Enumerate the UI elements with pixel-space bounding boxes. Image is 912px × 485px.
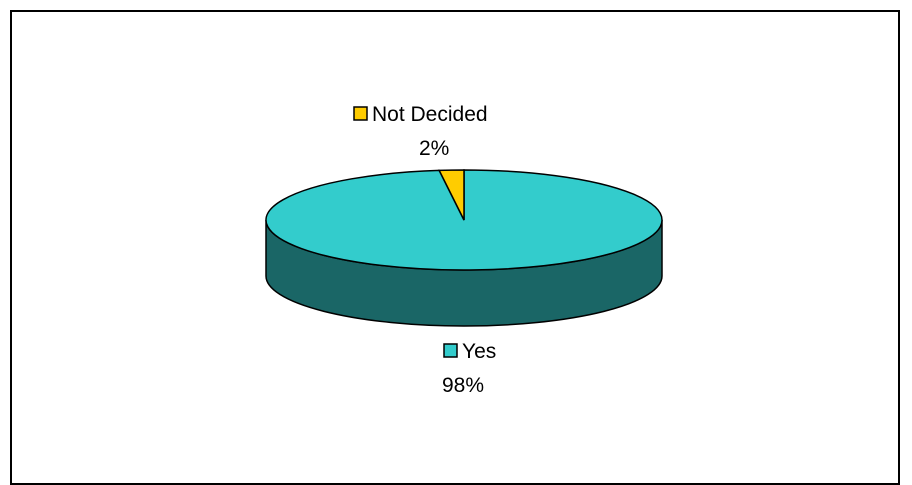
pie-top — [265, 169, 663, 271]
yes-percent: 98% — [442, 374, 484, 397]
slice-label-yes: Yes 98% — [442, 340, 496, 397]
yes-name: Yes — [462, 340, 496, 363]
not-decided-name: Not Decided — [372, 103, 488, 126]
slice-not-decided — [437, 169, 465, 221]
not-decided-percent: 2% — [419, 137, 449, 160]
not-decided-swatch — [353, 106, 368, 121]
yes-swatch — [443, 343, 458, 358]
slice-label-not-decided: Not Decided 2% — [353, 103, 488, 160]
